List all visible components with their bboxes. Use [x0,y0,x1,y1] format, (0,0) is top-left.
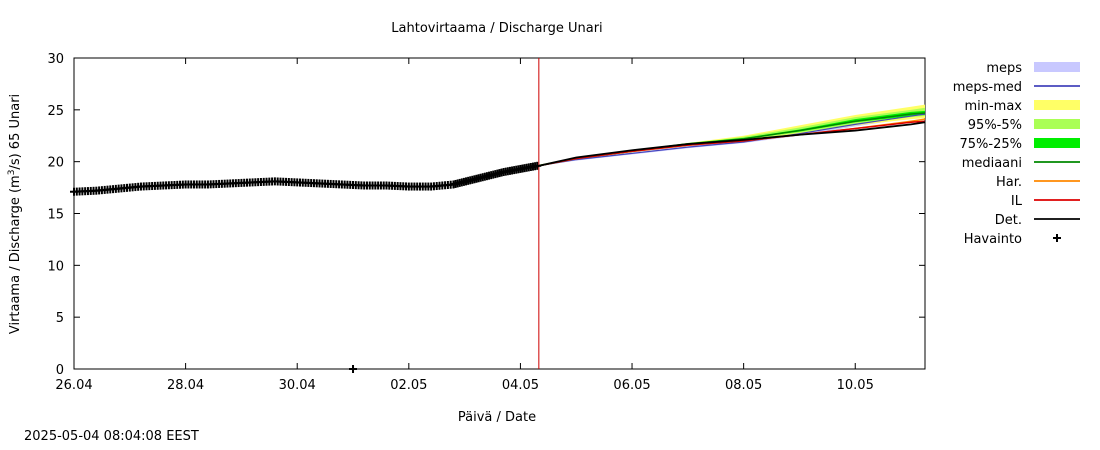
legend-entry: IL [1011,194,1080,209]
legend-label: meps-med [953,80,1022,95]
legend-label: mediaani [962,156,1022,171]
legend-label: Det. [995,213,1022,228]
x-tick-label: 04.05 [502,378,539,393]
legend-label: Har. [996,175,1022,190]
y-axis-label-suffix: /s) 65 Unari [8,94,23,170]
series-Det. [538,121,926,167]
y-tick-label: 20 [47,156,64,171]
observation-point [533,161,542,170]
legend-entry: mediaani [962,156,1080,171]
series-IL [538,120,926,167]
band-95%-5% [538,107,925,166]
legend-entry: 75%-25% [960,137,1080,152]
y-tick-label: 15 [47,208,64,223]
legend-swatch [1034,138,1080,148]
y-tick-label: 10 [47,259,64,274]
legend-swatch [1053,234,1061,242]
observation-points [70,161,542,196]
legend-label: 75%-25% [960,137,1022,152]
x-tick-label: 28.04 [167,378,204,393]
legend-entry: min-max [964,99,1080,114]
y-tick-label: 5 [56,311,64,326]
legend-label: meps [986,61,1022,76]
legend-swatch [1034,119,1080,129]
y-tick-label: 30 [47,52,64,67]
x-tick-label: 06.05 [613,378,650,393]
y-axis-label-superscript: 3 [7,170,17,176]
legend-entry: Havainto [964,232,1061,247]
legend-entry: meps [986,61,1080,76]
legend-swatch [1034,100,1080,110]
legend-label: min-max [964,99,1022,114]
legend-swatch [1034,62,1080,72]
legend-entry: meps-med [953,80,1080,95]
x-tick-label: 30.04 [279,378,316,393]
footer-timestamp: 2025-05-04 08:04:08 EEST [24,429,199,444]
y-tick-label: 0 [56,363,64,378]
legend: meps meps-med min-max 95%-5% 75%-25% mediaani… [953,61,1080,247]
band-75%-25% [538,110,925,166]
series-meps-med [538,113,926,167]
y-axis-label-prefix: Virtaama / Discharge (m [8,175,23,334]
plot-area: 0 5 10 15 20 25 30 26.04 28.04 30.04 02.05 04.05 06.… [47,52,926,393]
legend-label: IL [1011,194,1023,209]
y-axis-label: Virtaama / Discharge (m3/s) 65 Unari [7,94,23,334]
legend-entry: 95%-5% [968,118,1080,133]
x-tick-label: 26.04 [55,378,92,393]
observation-outlier [349,365,358,373]
chart-title: Lahtovirtaama / Discharge Unari [391,21,602,36]
y-tick-label: 25 [47,104,64,119]
legend-entry: Har. [996,175,1080,190]
x-axis-label: Päivä / Date [458,410,536,425]
legend-label: 95%-5% [968,118,1022,133]
x-tick-label: 08.05 [725,378,762,393]
x-tick-label: 10.05 [837,378,874,393]
x-tick-label: 02.05 [390,378,427,393]
legend-label: Havainto [964,232,1022,247]
plot-frame [73,57,926,370]
legend-entry: Det. [995,213,1080,228]
